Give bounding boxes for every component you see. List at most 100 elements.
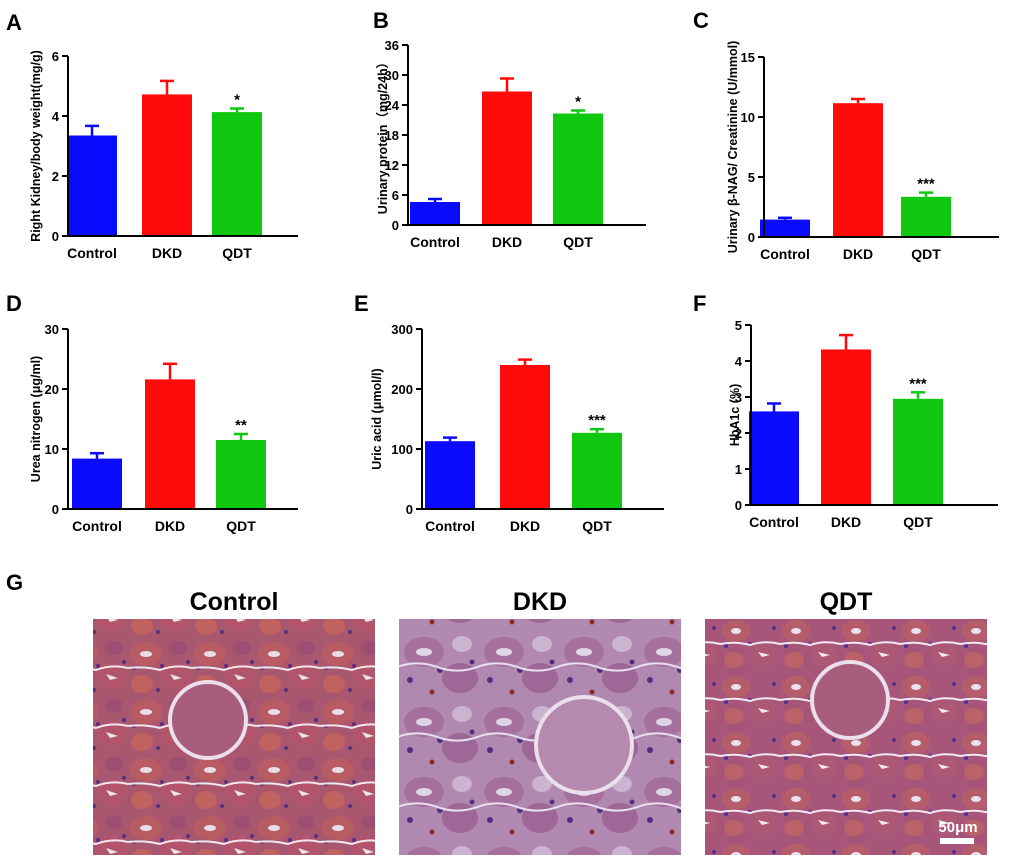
x-tick-label-b-qdt: QDT [563, 234, 593, 250]
bar-d-qdt [216, 440, 266, 509]
significance-c-qdt: *** [917, 176, 935, 193]
y-axis-title-e: Uric acid (μmol/l) [370, 368, 384, 469]
bar-c-control [760, 219, 810, 237]
x-tick-label-f-control: Control [749, 514, 799, 530]
error-bar-a-control [85, 124, 99, 136]
bar-d-dkd [145, 379, 195, 509]
panel-label-a: A [6, 10, 22, 35]
y-tick-label-b: 0 [392, 218, 399, 233]
x-tick-label-b-control: Control [410, 234, 460, 250]
x-tick-label-a-control: Control [67, 245, 117, 261]
histology-panel: G Control DKD QDT 50μm [6, 570, 987, 855]
error-bar-f-dkd [839, 333, 853, 350]
bar-f-control [749, 411, 799, 505]
y-tick-label-a: 6 [52, 49, 59, 64]
histology-title-dkd: DKD [513, 588, 567, 616]
chart-panel-a: A Right Kidney/body weight(mg/g) Control DK… [6, 10, 298, 261]
bar-e-qdt [572, 432, 622, 509]
y-tick-label-b: 12 [385, 158, 399, 173]
x-tick-label-f-dkd: DKD [831, 514, 861, 530]
y-tick-label-b: 24 [385, 98, 400, 113]
x-tick-label-d-dkd: DKD [155, 518, 185, 534]
panel-label-c: C [693, 8, 709, 33]
significance-f-qdt: *** [909, 375, 927, 392]
bar-a-qdt [212, 112, 262, 236]
x-tick-label-c-qdt: QDT [911, 246, 941, 262]
x-tick-label-e-dkd: DKD [510, 518, 540, 534]
x-tick-label-d-qdt: QDT [226, 518, 256, 534]
error-bar-b-dkd [500, 77, 514, 92]
error-bar-a-dkd [160, 79, 174, 95]
panel-label-f: F [693, 291, 706, 316]
y-tick-label-b: 36 [385, 38, 399, 53]
x-tick-label-b-dkd: DKD [492, 234, 522, 250]
error-bar-e-qdt [590, 427, 604, 433]
bar-a-dkd [142, 94, 192, 237]
x-tick-label-a-dkd: DKD [152, 245, 182, 261]
histology-title-control: Control [190, 588, 279, 616]
significance-d-qdt: ** [235, 417, 247, 434]
y-tick-label-f: 4 [735, 354, 743, 369]
y-tick-label-b: 6 [392, 188, 399, 203]
bar-e-control [425, 441, 475, 509]
bar-b-control [410, 202, 460, 225]
bar-b-qdt [553, 113, 603, 225]
histology-title-qdt: QDT [820, 588, 873, 616]
y-tick-label-c: 5 [748, 170, 755, 185]
error-bar-d-qdt [234, 432, 248, 440]
bar-b-dkd [482, 91, 532, 225]
y-tick-label-f: 1 [735, 462, 742, 477]
y-tick-label-e: 0 [406, 502, 413, 517]
x-tick-label-a-qdt: QDT [222, 245, 252, 261]
glomerulus-control [168, 680, 248, 760]
error-bar-b-qdt [571, 109, 585, 114]
y-tick-label-c: 15 [741, 50, 755, 65]
chart-panel-b: B Urinary protein（mg/24h） Control DKD * QDT 0 6… [373, 8, 646, 250]
bar-e-dkd [500, 365, 550, 509]
y-tick-label-f: 3 [735, 390, 742, 405]
y-tick-label-d: 30 [45, 322, 59, 337]
significance-b-qdt: * [575, 94, 581, 111]
y-tick-label-f: 0 [735, 498, 742, 513]
error-bar-d-control [90, 451, 104, 459]
y-tick-label-a: 4 [52, 109, 60, 124]
error-bar-b-control [428, 197, 442, 202]
x-tick-label-e-control: Control [425, 518, 475, 534]
error-bar-c-control [778, 216, 792, 220]
panel-label-e: E [354, 291, 369, 316]
y-axis-title-a: Right Kidney/body weight(mg/g) [29, 50, 43, 242]
x-tick-label-c-dkd: DKD [843, 246, 873, 262]
y-axis-title-f: HbA1c (%) [728, 384, 742, 447]
y-tick-label-c: 10 [741, 110, 755, 125]
y-tick-label-f: 2 [735, 426, 742, 441]
chart-panel-e: E Uric acid (μmol/l) Control DKD *** QDT 0 100 2… [354, 291, 664, 534]
bar-f-qdt [893, 398, 943, 505]
y-tick-label-d: 0 [52, 502, 59, 517]
x-tick-label-e-qdt: QDT [582, 518, 612, 534]
y-axis-title-d: Urea nitrogen (μg/ml) [29, 356, 43, 482]
glomerulus-qdt [810, 660, 890, 740]
y-tick-label-e: 200 [391, 382, 413, 397]
bar-a-control [67, 135, 117, 236]
y-tick-label-e: 300 [391, 322, 413, 337]
x-tick-label-c-control: Control [760, 246, 810, 262]
scale-bar-label: 50μm [938, 819, 977, 836]
scale-bar [940, 838, 974, 844]
error-bar-f-control [767, 402, 781, 412]
panel-label-b: B [373, 8, 389, 33]
y-tick-label-f: 5 [735, 318, 742, 333]
bar-d-control [72, 458, 122, 509]
x-tick-label-f-qdt: QDT [903, 514, 933, 530]
chart-panel-f: F HbA1c (%) Control DKD *** QDT 0 1 2 3 4 5 [693, 291, 998, 530]
y-tick-label-a: 2 [52, 169, 59, 184]
y-tick-label-a: 0 [52, 229, 59, 244]
y-tick-label-b: 18 [385, 128, 399, 143]
error-bar-e-control [443, 436, 457, 442]
x-tick-label-d-control: Control [72, 518, 122, 534]
y-tick-label-c: 0 [748, 230, 755, 245]
chart-panel-c: C Urinary β-NAG/ Creatinine (U/mmol) Contr… [693, 8, 999, 262]
panel-label-g: G [6, 570, 23, 595]
error-bar-c-dkd [851, 97, 865, 104]
y-tick-label-e: 100 [391, 442, 413, 457]
